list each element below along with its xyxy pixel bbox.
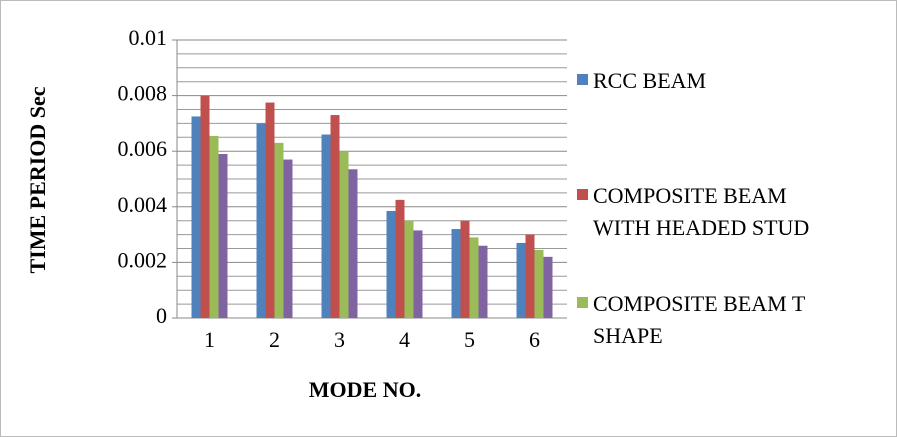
bar bbox=[283, 159, 293, 318]
legend-swatch bbox=[577, 189, 588, 200]
y-tick-label: 0.01 bbox=[129, 25, 168, 50]
bar bbox=[330, 115, 340, 318]
bar bbox=[543, 256, 553, 318]
bar bbox=[386, 210, 396, 318]
bar bbox=[321, 134, 331, 318]
bar bbox=[256, 123, 266, 319]
legend-label: RCC BEAM bbox=[593, 68, 707, 93]
bar bbox=[274, 142, 284, 318]
bar bbox=[209, 135, 219, 318]
x-tick-label: 6 bbox=[529, 327, 540, 352]
bar bbox=[339, 151, 349, 318]
x-tick-label: 5 bbox=[464, 327, 475, 352]
y-tick-label: 0.006 bbox=[118, 136, 168, 161]
bar bbox=[395, 199, 405, 318]
x-axis-title: MODE NO. bbox=[309, 377, 421, 402]
legend-item: COMPOSITE BEAM T SHAPE bbox=[577, 288, 843, 352]
x-tick-label: 3 bbox=[334, 327, 345, 352]
y-tick-label: 0.008 bbox=[118, 81, 168, 106]
bar bbox=[404, 220, 414, 318]
bar bbox=[534, 249, 544, 318]
x-tick-label: 2 bbox=[269, 327, 280, 352]
bar bbox=[200, 95, 210, 318]
bar bbox=[348, 169, 358, 318]
bar bbox=[265, 102, 275, 318]
x-tick-label: 1 bbox=[204, 327, 215, 352]
bar bbox=[516, 242, 526, 318]
y-tick-label: 0.002 bbox=[118, 247, 168, 272]
legend-label: COMPOSITE BEAM WITH HEADED STUD bbox=[593, 183, 810, 240]
y-tick-label: 0.004 bbox=[118, 192, 168, 217]
bar bbox=[218, 153, 228, 318]
y-tick-label: 0 bbox=[156, 303, 167, 328]
legend-item: RCC BEAM bbox=[577, 65, 843, 97]
bar bbox=[413, 230, 423, 318]
legend-label: COMPOSITE BEAM T SHAPE bbox=[593, 291, 805, 348]
bar bbox=[478, 245, 488, 318]
x-tick-label: 4 bbox=[399, 327, 410, 352]
y-axis-title: TIME PERIOD Sec bbox=[25, 86, 50, 273]
legend-swatch bbox=[577, 74, 588, 85]
bar bbox=[451, 229, 461, 318]
legend-swatch bbox=[577, 297, 588, 308]
legend-item: COMPOSITE BEAM WITH HEADED STUD bbox=[577, 180, 843, 244]
bar bbox=[469, 237, 479, 318]
bar bbox=[525, 234, 535, 318]
bar bbox=[460, 220, 470, 318]
bar bbox=[191, 116, 201, 318]
